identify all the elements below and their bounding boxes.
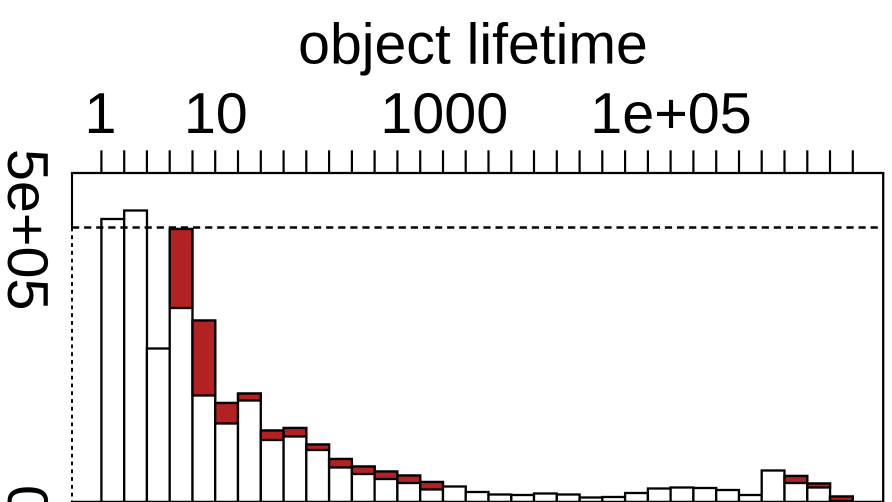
svg-text:1: 1 — [85, 82, 117, 146]
svg-text:10: 10 — [184, 82, 248, 146]
svg-text:1000: 1000 — [380, 82, 508, 146]
svg-text:1e+05: 1e+05 — [590, 82, 752, 146]
svg-text:0: 0 — [0, 485, 59, 502]
svg-text:object lifetime: object lifetime — [298, 13, 648, 77]
svg-text:5e+05: 5e+05 — [0, 149, 59, 310]
